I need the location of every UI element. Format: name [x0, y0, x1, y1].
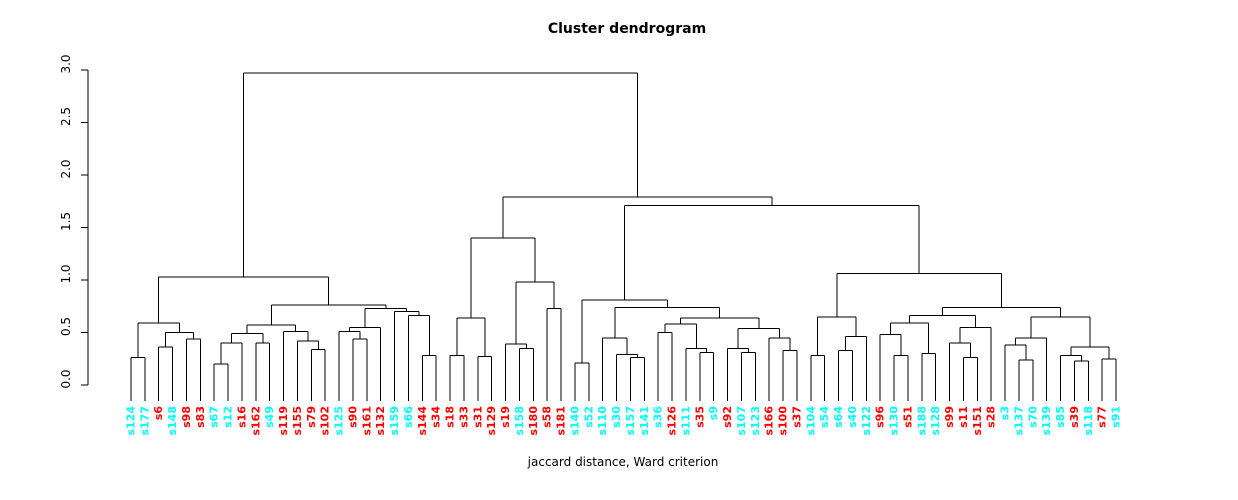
leaf-label-s125: s125 — [333, 406, 346, 436]
leaf-label-s79: s79 — [305, 406, 318, 428]
leaf-label-s137: s137 — [1012, 406, 1025, 436]
leaf-label-s92: s92 — [721, 406, 734, 428]
leaf-label-s107: s107 — [735, 406, 748, 436]
leaf-label-s98: s98 — [180, 406, 193, 428]
leaf-label-s49: s49 — [263, 406, 276, 428]
leaf-label-s151: s151 — [971, 406, 984, 436]
leaf-label-s158: s158 — [513, 406, 526, 436]
leaf-label-s128: s128 — [929, 406, 942, 436]
leaf-label-s85: s85 — [1054, 406, 1067, 428]
leaf-label-s83: s83 — [194, 406, 207, 428]
leaf-label-s12: s12 — [222, 406, 235, 428]
y-tick-label: 2.5 — [59, 107, 73, 126]
leaf-label-s64: s64 — [832, 406, 845, 428]
leaf-label-s40: s40 — [846, 406, 859, 428]
leaf-label-s102: s102 — [319, 406, 332, 436]
leaf-label-s58: s58 — [541, 406, 554, 428]
leaf-label-s130: s130 — [888, 406, 901, 436]
leaf-label-s122: s122 — [860, 406, 873, 436]
leaf-label-s126: s126 — [666, 406, 679, 436]
leaf-label-s180: s180 — [527, 406, 540, 436]
leaf-label-s181: s181 — [555, 406, 568, 436]
leaf-label-s104: s104 — [804, 406, 817, 436]
leaf-label-s110: s110 — [596, 406, 609, 436]
leaf-label-s188: s188 — [915, 406, 928, 436]
leaf-label-s77: s77 — [1096, 406, 1109, 428]
leaf-label-s100: s100 — [777, 406, 790, 436]
leaf-label-s148: s148 — [166, 406, 179, 436]
leaf-label-s51: s51 — [901, 406, 914, 428]
leaf-label-s111: s111 — [679, 406, 692, 436]
leaf-label-s123: s123 — [749, 406, 762, 436]
leaf-label-s139: s139 — [1040, 406, 1053, 436]
leaf-label-s37: s37 — [790, 406, 803, 428]
leaf-label-s3: s3 — [999, 406, 1012, 420]
leaf-label-s54: s54 — [818, 406, 831, 428]
leaf-label-s52: s52 — [582, 406, 595, 428]
y-tick-label: 3.0 — [59, 54, 73, 73]
leaf-label-s70: s70 — [1026, 406, 1039, 428]
leaf-label-s140: s140 — [568, 406, 581, 436]
leaf-label-s16: s16 — [235, 406, 248, 428]
leaf-label-s28: s28 — [985, 406, 998, 428]
leaf-label-s96: s96 — [874, 406, 887, 428]
leaf-label-s31: s31 — [471, 406, 484, 428]
leaf-label-s144: s144 — [416, 406, 429, 436]
leaf-label-s30: s30 — [610, 406, 623, 428]
dendrogram-tree — [130, 72, 1117, 401]
leaf-label-s159: s159 — [388, 406, 401, 436]
leaf-label-s19: s19 — [499, 406, 512, 428]
y-tick-label: 1.5 — [59, 212, 73, 231]
leaf-label-s9: s9 — [707, 406, 720, 420]
leaf-label-s129: s129 — [485, 406, 498, 436]
leaf-label-s166: s166 — [763, 406, 776, 436]
leaf-label-s39: s39 — [1068, 406, 1081, 428]
leaf-label-s6: s6 — [152, 406, 165, 421]
leaf-label-s34: s34 — [430, 406, 443, 428]
leaf-labels: s124 s177 s6 s148 s98 s83 s67 s12 s16 s162 s49 s119… — [125, 406, 1123, 436]
leaf-label-s119: s119 — [277, 406, 290, 436]
y-tick-label: 2.0 — [59, 159, 73, 178]
y-axis: 0.0 0.5 1.0 1.5 2.0 2.5 3.0 — [59, 54, 89, 389]
leaf-label-s33: s33 — [457, 406, 470, 428]
leaf-label-s18: s18 — [444, 406, 457, 428]
leaf-label-s132: s132 — [374, 406, 387, 436]
chart-title: Cluster dendrogram — [548, 21, 706, 37]
leaf-label-s90: s90 — [346, 406, 359, 428]
leaf-label-s155: s155 — [291, 406, 304, 436]
leaf-label-s161: s161 — [360, 406, 373, 436]
leaf-label-s67: s67 — [208, 406, 221, 428]
leaf-label-s157: s157 — [624, 406, 637, 436]
leaf-label-s177: s177 — [138, 406, 151, 436]
leaf-label-s118: s118 — [1082, 406, 1095, 436]
leaf-label-s141: s141 — [638, 406, 651, 436]
x-axis-label: jaccard distance, Ward criterion — [527, 455, 719, 469]
leaf-label-s66: s66 — [402, 406, 415, 428]
leaf-label-s11: s11 — [957, 406, 970, 428]
y-tick-label: 1.0 — [59, 264, 73, 283]
leaf-label-s124: s124 — [125, 406, 138, 436]
leaf-label-s91: s91 — [1110, 406, 1123, 428]
leaf-label-s36: s36 — [652, 406, 665, 428]
leaf-label-s99: s99 — [943, 406, 956, 428]
y-tick-label: 0.0 — [59, 369, 73, 388]
leaf-label-s162: s162 — [249, 406, 262, 436]
y-tick-label: 0.5 — [59, 317, 73, 336]
leaf-label-s35: s35 — [693, 406, 706, 428]
